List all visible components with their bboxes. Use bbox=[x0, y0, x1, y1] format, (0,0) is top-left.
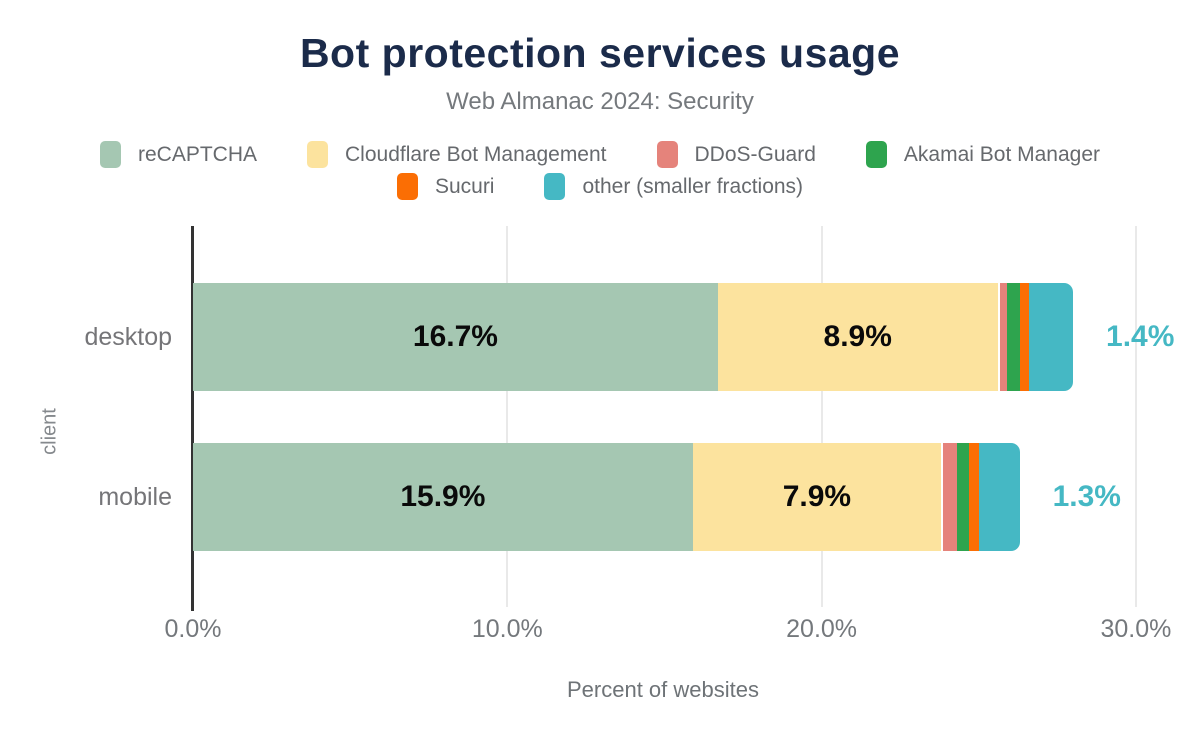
bar-segment[interactable] bbox=[969, 443, 979, 551]
y-axis-line bbox=[191, 226, 194, 611]
category-label-desktop: desktop bbox=[84, 323, 172, 351]
legend-swatch-icon bbox=[865, 141, 887, 168]
x-tick-label: 0.0% bbox=[164, 615, 222, 643]
legend-swatch-icon bbox=[396, 173, 418, 200]
legend-label: other (smaller fractions) bbox=[582, 174, 804, 198]
legend-item: other (smaller fractions) bbox=[544, 173, 803, 200]
bar-segment[interactable] bbox=[1029, 283, 1073, 391]
legend-item: Cloudflare Bot Management bbox=[307, 141, 607, 168]
legend-swatch-icon bbox=[99, 141, 121, 168]
legend-swatch-icon bbox=[544, 173, 566, 200]
bar-segment[interactable]: 7.9% bbox=[692, 443, 942, 551]
bar-mobile: 15.9% 7.9% bbox=[193, 443, 1020, 551]
bar-value-label: 7.9% bbox=[782, 480, 852, 513]
bar-segment[interactable] bbox=[941, 443, 957, 551]
chart-title: Bot protection services usage bbox=[299, 30, 901, 76]
legend-item: reCAPTCHA bbox=[99, 141, 258, 168]
bar-segment[interactable] bbox=[1019, 283, 1029, 391]
legend-label: reCAPTCHA bbox=[137, 142, 258, 166]
legend-row: reCAPTCHA Cloudflare Bot Management DDoS-G… bbox=[99, 141, 1101, 168]
bar-outside-label: 1.3% bbox=[1052, 480, 1121, 513]
legend-label: DDoS-Guard bbox=[694, 142, 816, 166]
legend-swatch-icon bbox=[656, 141, 678, 168]
legend: reCAPTCHA Cloudflare Bot Management DDoS-G… bbox=[0, 141, 1200, 200]
bar-segment[interactable] bbox=[956, 443, 970, 551]
legend-item: DDoS-Guard bbox=[656, 141, 816, 168]
bar-segment[interactable] bbox=[978, 443, 1020, 551]
legend-item: Sucuri bbox=[396, 173, 495, 200]
gridline bbox=[820, 226, 823, 607]
x-tick-label: 20.0% bbox=[786, 615, 858, 643]
legend-item: Akamai Bot Manager bbox=[865, 141, 1101, 168]
chart-subtitle: Web Almanac 2024: Security bbox=[446, 88, 754, 115]
gridline bbox=[506, 226, 509, 607]
bar-segment[interactable] bbox=[1007, 283, 1020, 391]
legend-label: Sucuri bbox=[434, 174, 495, 198]
bar-segment[interactable]: 16.7% bbox=[193, 283, 718, 391]
legend-label: Cloudflare Bot Management bbox=[345, 142, 607, 166]
category-label-mobile: mobile bbox=[98, 483, 172, 511]
bar-outside-label: 1.4% bbox=[1106, 320, 1175, 353]
bar-segment[interactable]: 8.9% bbox=[717, 283, 998, 391]
bar-desktop: 16.7% 8.9% bbox=[193, 283, 1073, 391]
x-axis-title: Percent of websites bbox=[567, 677, 759, 702]
legend-row: Sucuri other (smaller fractions) bbox=[396, 173, 803, 200]
bar-value-label: 8.9% bbox=[823, 320, 892, 353]
bar-segment[interactable]: 15.9% bbox=[193, 443, 693, 551]
gridline bbox=[1134, 226, 1137, 607]
legend-swatch-icon bbox=[307, 141, 329, 168]
bar-value-label: 15.9% bbox=[400, 480, 486, 513]
x-tick-label: 30.0% bbox=[1100, 615, 1172, 643]
legend-label: Akamai Bot Manager bbox=[903, 142, 1101, 166]
bar-segment[interactable] bbox=[997, 283, 1008, 391]
bar-value-label: 16.7% bbox=[412, 320, 498, 353]
x-tick-label: 10.0% bbox=[471, 615, 543, 643]
y-axis-title: client bbox=[38, 408, 61, 455]
